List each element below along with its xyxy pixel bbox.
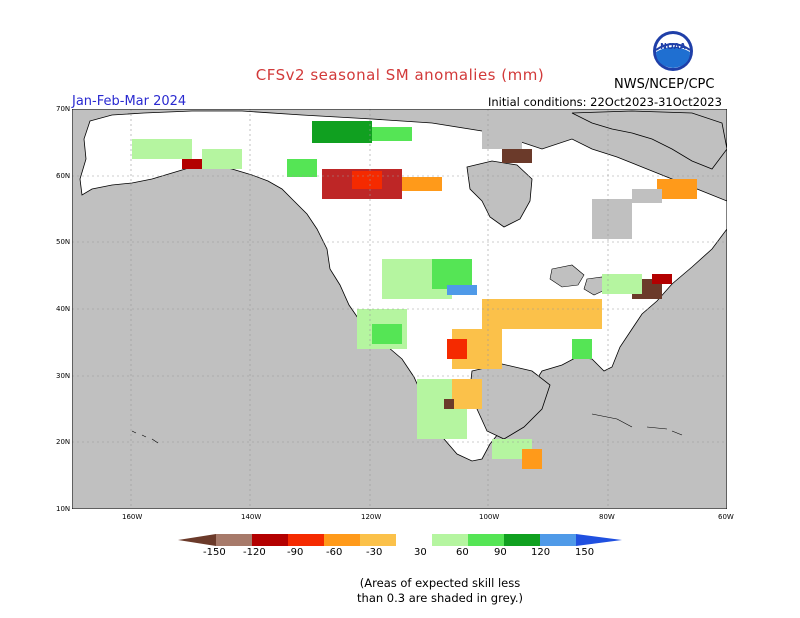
skill-note-line: than 0.3 are shaded in grey.)	[357, 591, 523, 605]
greenland-land	[571, 110, 727, 170]
hudson-bay	[466, 160, 533, 228]
lat-label-30n: 30N	[56, 372, 71, 380]
colorbar-tick: 90	[494, 547, 507, 558]
colorbar-tick: 30	[414, 547, 427, 558]
lat-label-70n: 70N	[56, 105, 71, 113]
lon-label-140w: 140W	[241, 513, 262, 521]
colorbar-bin	[288, 534, 324, 546]
colorbar-bin	[252, 534, 288, 546]
forecast-period: Jan-Feb-Mar 2024	[72, 94, 187, 109]
noaa-logo: NOAA	[653, 31, 693, 71]
colorbar-bin	[396, 534, 432, 546]
colorbar-arrow-left	[178, 534, 216, 546]
initial-conditions: Initial conditions: 22Oct2023-31Oct2023	[488, 95, 722, 109]
colorbar-tick: -150	[203, 547, 226, 558]
lon-label-160w: 160W	[122, 513, 143, 521]
colorbar-tick: -30	[366, 547, 383, 558]
colorbar-bin	[324, 534, 360, 546]
skill-note: (Areas of expected skill less than 0.3 a…	[340, 576, 540, 606]
lon-label-120w: 120W	[361, 513, 382, 521]
skill-note-line: (Areas of expected skill less	[359, 576, 521, 590]
colorbar-bin	[432, 534, 468, 546]
lon-label-100w: 100W	[479, 513, 500, 521]
colorbar-tick: -120	[243, 547, 266, 558]
anomaly-map	[72, 109, 727, 509]
colorbar-tick: -60	[326, 547, 343, 558]
colorbar-tick: 120	[531, 547, 551, 558]
lon-label-80w: 80W	[599, 513, 615, 521]
lon-label-60w: 60W	[718, 513, 734, 521]
lat-label-10n: 10N	[56, 505, 71, 513]
lat-label-40n: 40N	[56, 305, 71, 313]
lat-label-60n: 60N	[56, 172, 71, 180]
great-lakes	[549, 264, 608, 296]
logo-text: NOAA	[660, 42, 686, 51]
lat-label-20n: 20N	[56, 438, 71, 446]
islands	[131, 413, 683, 444]
colorbar-bin	[468, 534, 504, 546]
colorbar-bin	[360, 534, 396, 546]
map-title: CFSv2 seasonal SM anomalies (mm)	[255, 66, 545, 84]
colorbar-tick: 150	[575, 547, 595, 558]
colorbar	[178, 534, 622, 546]
lat-label-50n: 50N	[56, 238, 71, 246]
colorbar-bin	[540, 534, 576, 546]
graticule	[72, 109, 727, 509]
colorbar-bin	[216, 534, 252, 546]
colorbar-bin	[504, 534, 540, 546]
agency-label: NWS/NCEP/CPC	[614, 77, 715, 92]
anomaly-patches	[132, 121, 697, 469]
colorbar-tick: 60	[456, 547, 469, 558]
colorbar-arrow-right	[576, 534, 622, 546]
colorbar-tick: -90	[287, 547, 304, 558]
